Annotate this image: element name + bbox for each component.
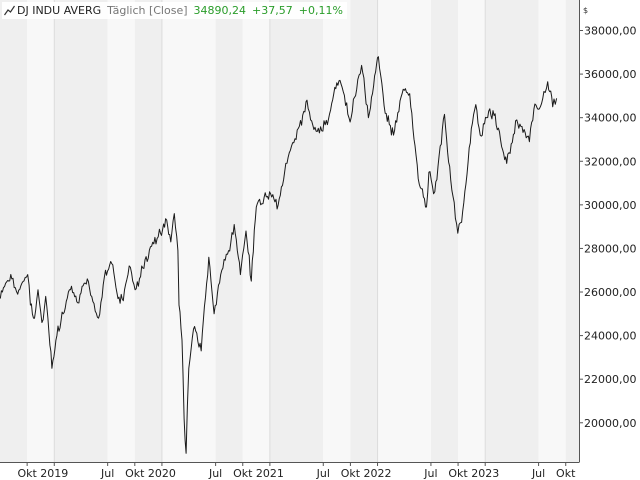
period-band xyxy=(485,0,539,462)
x-tick-label: 2019 xyxy=(40,467,68,480)
period-band xyxy=(107,0,135,462)
alternating-period-bands xyxy=(0,0,579,462)
x-tick-label: Okt xyxy=(448,467,468,480)
y-tick-labels: 20000,00 22000,00 24000,00 26000,00 28000,00… xyxy=(579,25,637,430)
absolute-change: +37,57 xyxy=(252,4,293,17)
period-band xyxy=(242,0,270,462)
period-band xyxy=(458,0,486,462)
price-mode-label: Täglich [Close] xyxy=(107,4,188,17)
period-band xyxy=(350,0,378,462)
x-tick-label: 2022 xyxy=(364,467,392,480)
y-tick-label: 20000,00 xyxy=(584,417,637,430)
period-band xyxy=(134,0,162,462)
period-band xyxy=(430,0,459,462)
x-tick-label: Jul xyxy=(316,467,330,480)
series-line-layer xyxy=(0,56,558,454)
y-axis-unit-label: $ xyxy=(583,6,588,15)
period-band xyxy=(377,0,431,462)
line-chart-icon xyxy=(4,5,15,16)
x-tick-label: 2023 xyxy=(471,467,499,480)
axis-lines xyxy=(0,0,580,463)
y-tick-label: 32000,00 xyxy=(584,155,637,168)
y-tick-label: 30000,00 xyxy=(584,199,637,212)
last-value: 34890,24 xyxy=(193,4,247,17)
y-tick-label: 26000,00 xyxy=(584,286,637,299)
period-band xyxy=(215,0,243,462)
chart-legend: DJ INDU AVERG Täglich [Close] 34890,24 +… xyxy=(2,2,347,19)
period-band xyxy=(27,0,55,462)
x-tick-label: 2020 xyxy=(148,467,176,480)
y-tick-label: 28000,00 xyxy=(584,242,637,255)
x-tick-label: Okt xyxy=(556,467,576,480)
x-tick-label: Okt xyxy=(125,467,145,480)
period-band xyxy=(54,0,108,462)
y-tick-label: 34000,00 xyxy=(584,112,637,125)
y-tick-label: 38000,00 xyxy=(584,25,637,38)
x-tick-label: Okt xyxy=(17,467,37,480)
percent-change: +0,11% xyxy=(298,4,343,17)
x-tick-label: Okt xyxy=(233,467,253,480)
period-band xyxy=(538,0,566,462)
period-band xyxy=(0,0,28,462)
period-band xyxy=(323,0,351,462)
period-band xyxy=(161,0,216,462)
y-tick-label: 24000,00 xyxy=(584,330,637,343)
x-tick-label: Jul xyxy=(208,467,222,480)
x-tick-label: 2021 xyxy=(256,467,284,480)
period-band xyxy=(565,0,579,462)
x-tick-labels: Okt 2019 Jul Okt 2020 Jul Okt 2021 Jul Okt 2022 Jul… xyxy=(17,462,576,480)
x-tick-label: Jul xyxy=(100,467,114,480)
x-tick-label: Jul xyxy=(531,467,545,480)
grid-lines xyxy=(53,0,486,462)
series-name: DJ INDU AVERG xyxy=(17,4,102,17)
x-tick-label: Jul xyxy=(423,467,437,480)
series-line-dow-jones xyxy=(0,56,558,454)
period-band xyxy=(269,0,324,462)
y-tick-label: 36000,00 xyxy=(584,68,637,81)
y-tick-label: 22000,00 xyxy=(584,373,637,386)
x-tick-label: Okt xyxy=(341,467,361,480)
